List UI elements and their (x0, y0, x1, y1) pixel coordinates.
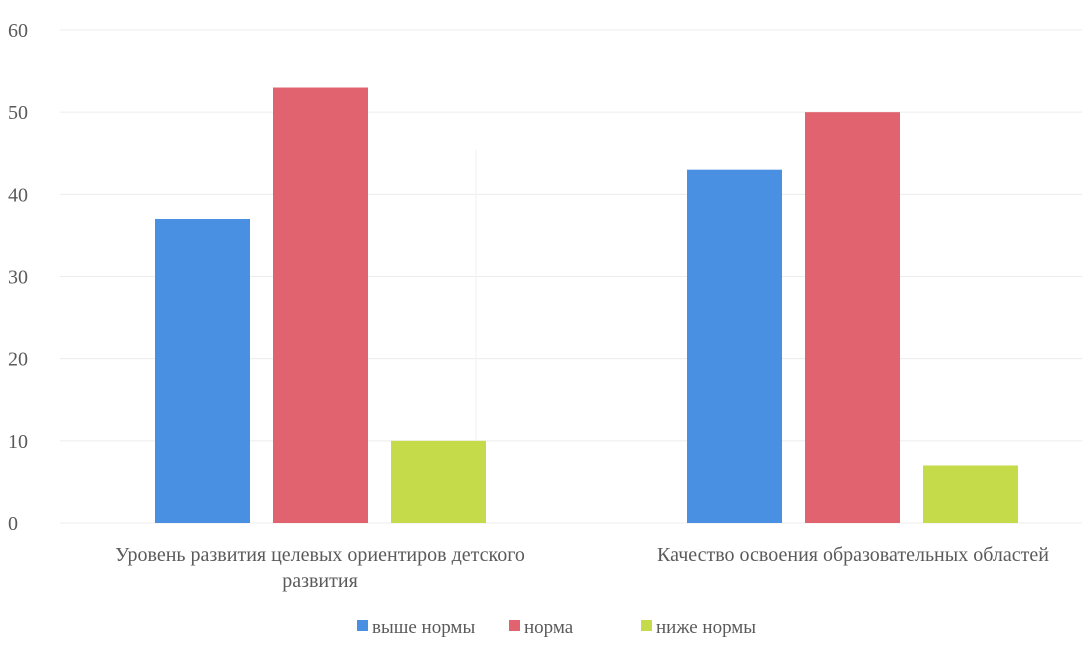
legend-swatch (509, 620, 520, 631)
y-tick-label: 40 (8, 184, 28, 206)
bar (805, 112, 900, 524)
legend-label: выше нормы (372, 617, 475, 638)
y-tick-label: 30 (8, 267, 28, 289)
y-axis-ticks: 0 10 20 30 40 50 60 (8, 20, 28, 535)
y-tick-label: 60 (8, 20, 28, 42)
bar (923, 465, 1018, 523)
bar (687, 169, 782, 523)
bars (155, 87, 1018, 524)
y-tick-label: 50 (8, 102, 28, 124)
y-tick-label: 0 (8, 513, 18, 535)
x-category-label: Уровень развития целевых ориентиров детс… (115, 544, 525, 566)
x-category-label: развития (282, 570, 358, 592)
x-axis-category-labels: Уровень развития целевых ориентиров детс… (115, 544, 1049, 592)
y-tick-label: 10 (8, 431, 28, 453)
legend-swatch (641, 620, 652, 631)
legend-label: ниже нормы (656, 617, 756, 638)
bar (391, 440, 486, 523)
bar (155, 218, 250, 523)
y-tick-label: 20 (8, 349, 28, 371)
legend-swatch (357, 620, 368, 631)
x-category-label: Качество освоения образовательных област… (657, 544, 1049, 566)
legend: выше нормы норма ниже нормы (357, 617, 756, 638)
bar (273, 87, 368, 524)
legend-label: норма (524, 617, 574, 638)
